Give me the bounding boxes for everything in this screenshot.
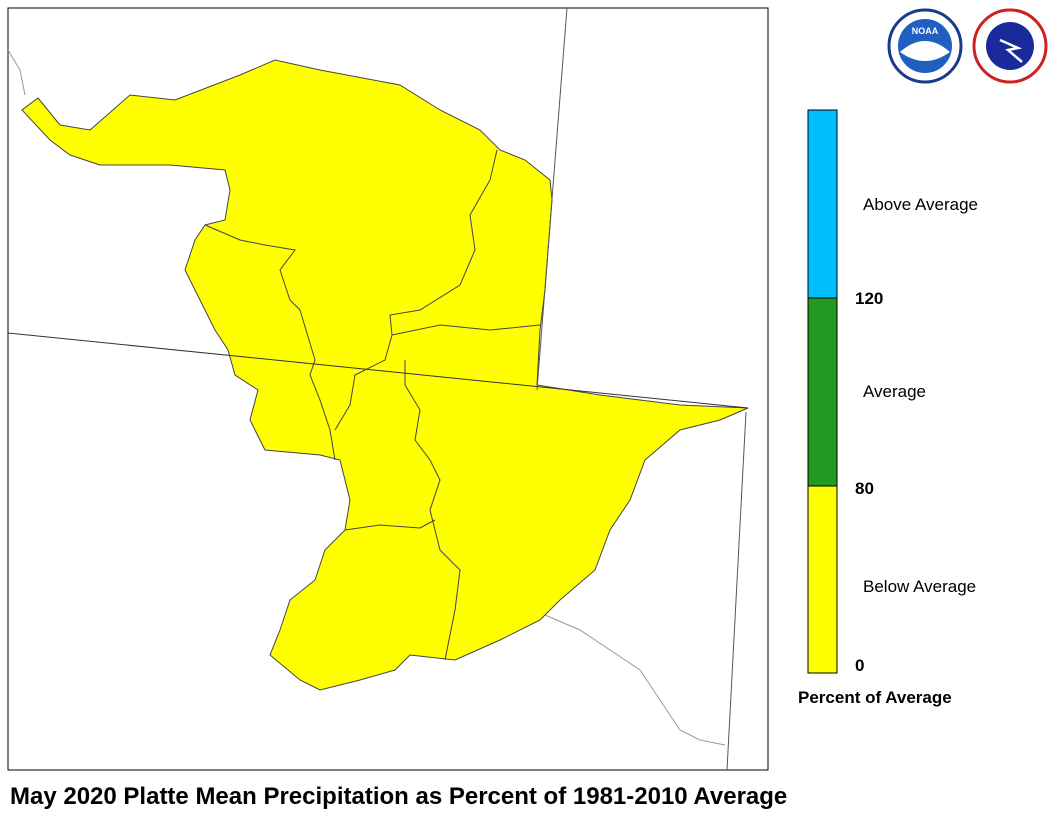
legend-swatch <box>807 485 838 674</box>
nws-logo-inner <box>986 22 1034 70</box>
noaa-logo-text: NOAA <box>912 26 939 36</box>
legend-tick: 120 <box>855 289 883 308</box>
logos: NOAA <box>887 8 1048 84</box>
legend-swatch <box>807 297 838 487</box>
page-title: May 2020 Platte Mean Precipitation as Pe… <box>10 783 787 810</box>
state-border <box>726 411 747 771</box>
state-border <box>7 332 749 409</box>
legend-label: Above Average <box>863 195 978 214</box>
legend-title: Percent of Average <box>798 688 952 707</box>
boundary <box>334 334 393 431</box>
map <box>7 7 769 771</box>
boundary <box>204 224 336 461</box>
basin-boundaries <box>204 149 541 661</box>
boundary <box>391 324 541 336</box>
state-border <box>536 7 568 391</box>
county-line <box>544 614 726 746</box>
legend-label: Below Average <box>863 577 976 596</box>
boundary <box>404 360 461 661</box>
legend-tick: 80 <box>855 479 874 498</box>
basin-area <box>21 59 749 691</box>
noaa-logo-bird <box>900 41 950 61</box>
boundary <box>389 149 498 336</box>
boundary <box>344 519 436 531</box>
legend-label: Average <box>863 382 926 401</box>
nws-logo-bolt <box>999 38 1023 63</box>
legend-tick: 0 <box>855 656 864 675</box>
river-line <box>7 49 26 96</box>
legend: Above Average Average Below Average 120 … <box>798 109 978 707</box>
legend-swatch <box>807 109 838 299</box>
